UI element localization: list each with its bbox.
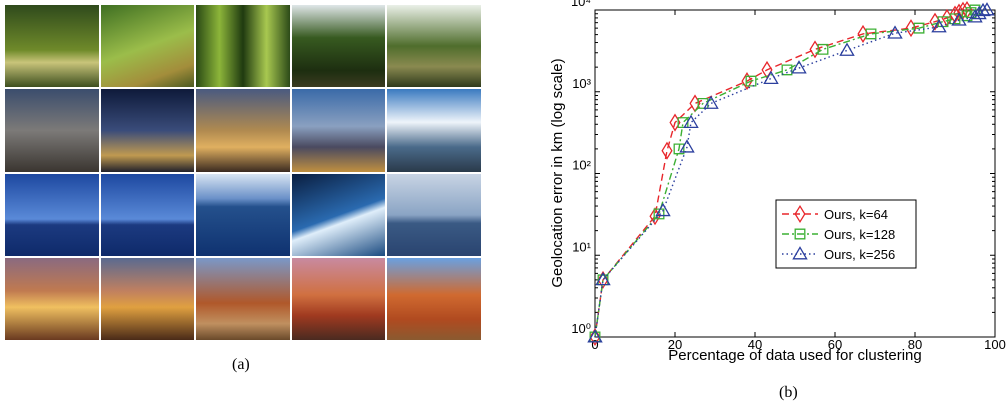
y-axis-label: Geolocation error in km (log scale) bbox=[549, 58, 566, 287]
x-tick-label: 40 bbox=[748, 337, 762, 352]
legend-label: Ours, k=64 bbox=[824, 207, 888, 222]
legend-label: Ours, k=128 bbox=[824, 227, 895, 242]
x-tick-label: 20 bbox=[668, 337, 682, 352]
marker bbox=[650, 208, 660, 224]
y-tick-label: 10⁴ bbox=[571, 0, 591, 9]
y-tick-label: 10² bbox=[572, 158, 591, 173]
y-tick-label: 10⁰ bbox=[571, 321, 591, 336]
series-line bbox=[595, 10, 967, 337]
legend-label: Ours, k=256 bbox=[824, 247, 895, 262]
chart: Percentage of data used for clustering G… bbox=[0, 0, 1007, 380]
caption: (b) bbox=[779, 384, 798, 402]
x-axis-label: Percentage of data used for clustering bbox=[668, 347, 922, 364]
x-tick-label: 100 bbox=[984, 337, 1006, 352]
y-tick-label: 10¹ bbox=[572, 239, 591, 254]
y-tick-label: 10³ bbox=[572, 76, 591, 91]
plot-frame bbox=[595, 10, 995, 337]
page: (a) (b) Percentage of data used for clus… bbox=[0, 0, 1007, 406]
marker bbox=[888, 27, 901, 38]
x-tick-label: 80 bbox=[908, 337, 922, 352]
marker bbox=[680, 141, 693, 152]
x-tick-label: 60 bbox=[828, 337, 842, 352]
series-line bbox=[595, 10, 975, 337]
marker bbox=[840, 44, 853, 55]
marker bbox=[662, 143, 672, 159]
